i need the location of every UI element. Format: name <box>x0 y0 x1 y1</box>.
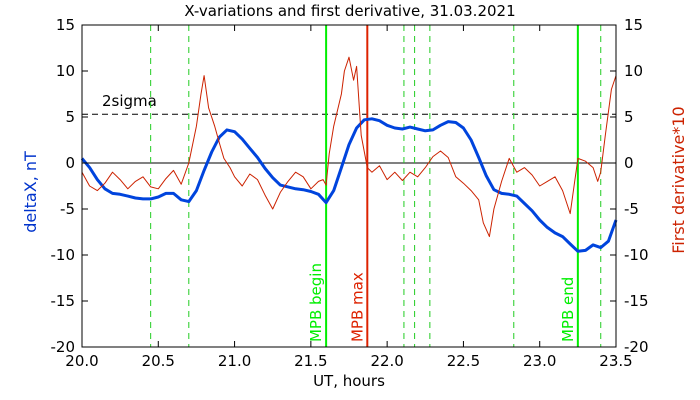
y-tick-label-right: 15 <box>624 16 643 34</box>
x-tick-label: 20.0 <box>65 352 98 370</box>
y-tick-label-right: -15 <box>624 292 649 310</box>
y-tick-label-right: 10 <box>624 62 643 80</box>
y-tick-label-left: -15 <box>51 292 76 310</box>
plot-area: 2sigma MPB begin MPB max MPB end <box>80 24 618 348</box>
x-tick-label: 22.0 <box>370 352 403 370</box>
series-line-derivative <box>81 56 617 238</box>
y-tick-label-left: -20 <box>51 338 76 356</box>
y-tick-label-left: 5 <box>65 108 75 126</box>
series-line-deltax <box>80 117 618 253</box>
y-tick-label-left: 10 <box>56 62 75 80</box>
y-tick-label-right: -20 <box>624 338 649 356</box>
y-axis-label-right: First derivative*10 <box>669 106 688 253</box>
y-tick-label-right: 5 <box>624 108 634 126</box>
marker-label-9: MPB end <box>559 277 577 342</box>
x-axis-label: UT, hours <box>313 372 385 390</box>
marker-label-3: MPB begin <box>307 263 325 342</box>
threshold-label: 2sigma <box>102 92 157 110</box>
y-tick-label-left: 15 <box>56 16 75 34</box>
y-tick-label-left: -10 <box>51 246 76 264</box>
x-tick-label: 21.0 <box>218 352 251 370</box>
x-tick-label: 20.5 <box>142 352 175 370</box>
y-tick-label-left: -5 <box>60 200 75 218</box>
x-tick-label: 23.0 <box>523 352 556 370</box>
x-tick-label: 21.5 <box>294 352 327 370</box>
y-tick-label-right: -10 <box>624 246 649 264</box>
chart-title: X-variations and first derivative, 31.03… <box>184 2 515 20</box>
marker-label-4: MPB max <box>348 272 366 342</box>
x-tick-label: 23.5 <box>599 352 632 370</box>
x-tick-label: 22.5 <box>447 352 480 370</box>
y-tick-label-right: -5 <box>624 200 639 218</box>
y-tick-label-right: 0 <box>624 154 634 172</box>
y-axis-label-left: deltaX, nT <box>21 151 40 233</box>
plot-frame <box>81 24 617 348</box>
y-tick-label-left: 0 <box>65 154 75 172</box>
